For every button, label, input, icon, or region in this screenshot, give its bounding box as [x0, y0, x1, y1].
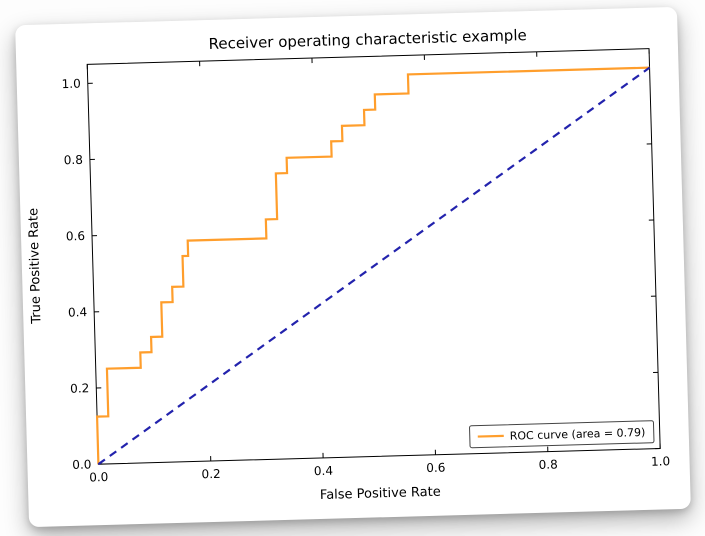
y-tick-label: 0.0: [72, 457, 91, 472]
x-tick-label: 0.4: [314, 464, 333, 479]
x-axis-label: False Positive Rate: [320, 485, 441, 503]
y-tick-label: 0.8: [64, 153, 83, 168]
x-tick-label: 0.2: [201, 467, 220, 482]
y-axis-label: True Positive Rate: [26, 208, 44, 325]
plot-area: 0.0 0.2 0.4 0.6 0.8 1.0 0.0 0.2 0.4 0.6 0.8 1.0: [61, 48, 670, 485]
roc-curve-line: [95, 66, 650, 465]
x-tick-label: 1.0: [651, 454, 670, 469]
chart-card: 0.0 0.2 0.4 0.6 0.8 1.0 0.0 0.2 0.4 0.6 0.8 1.0 Rec…: [15, 6, 691, 528]
y-tick-label: 0.2: [70, 381, 89, 396]
legend-roc-line-sample: [477, 434, 504, 438]
y-tick-label: 1.0: [61, 77, 80, 92]
legend-frame: [469, 420, 655, 449]
y-tick-label: 0.6: [66, 229, 85, 244]
chance-diagonal-line: [97, 66, 651, 466]
x-tick-label: 0.6: [426, 461, 445, 476]
y-tick-label: 0.4: [68, 305, 87, 320]
axes-frame: [86, 48, 661, 465]
legend: ROC curve (area = 0.79): [469, 420, 655, 449]
roc-chart: 0.0 0.2 0.4 0.6 0.8 1.0 0.0 0.2 0.4 0.6 0.8 1.0 Rec…: [26, 26, 670, 503]
legend-label: ROC curve (area = 0.79): [510, 426, 646, 443]
x-tick-label: 0.8: [538, 457, 557, 472]
x-tick-label: 0.0: [89, 470, 108, 485]
chart-title: Receiver operating characteristic exampl…: [208, 26, 527, 53]
